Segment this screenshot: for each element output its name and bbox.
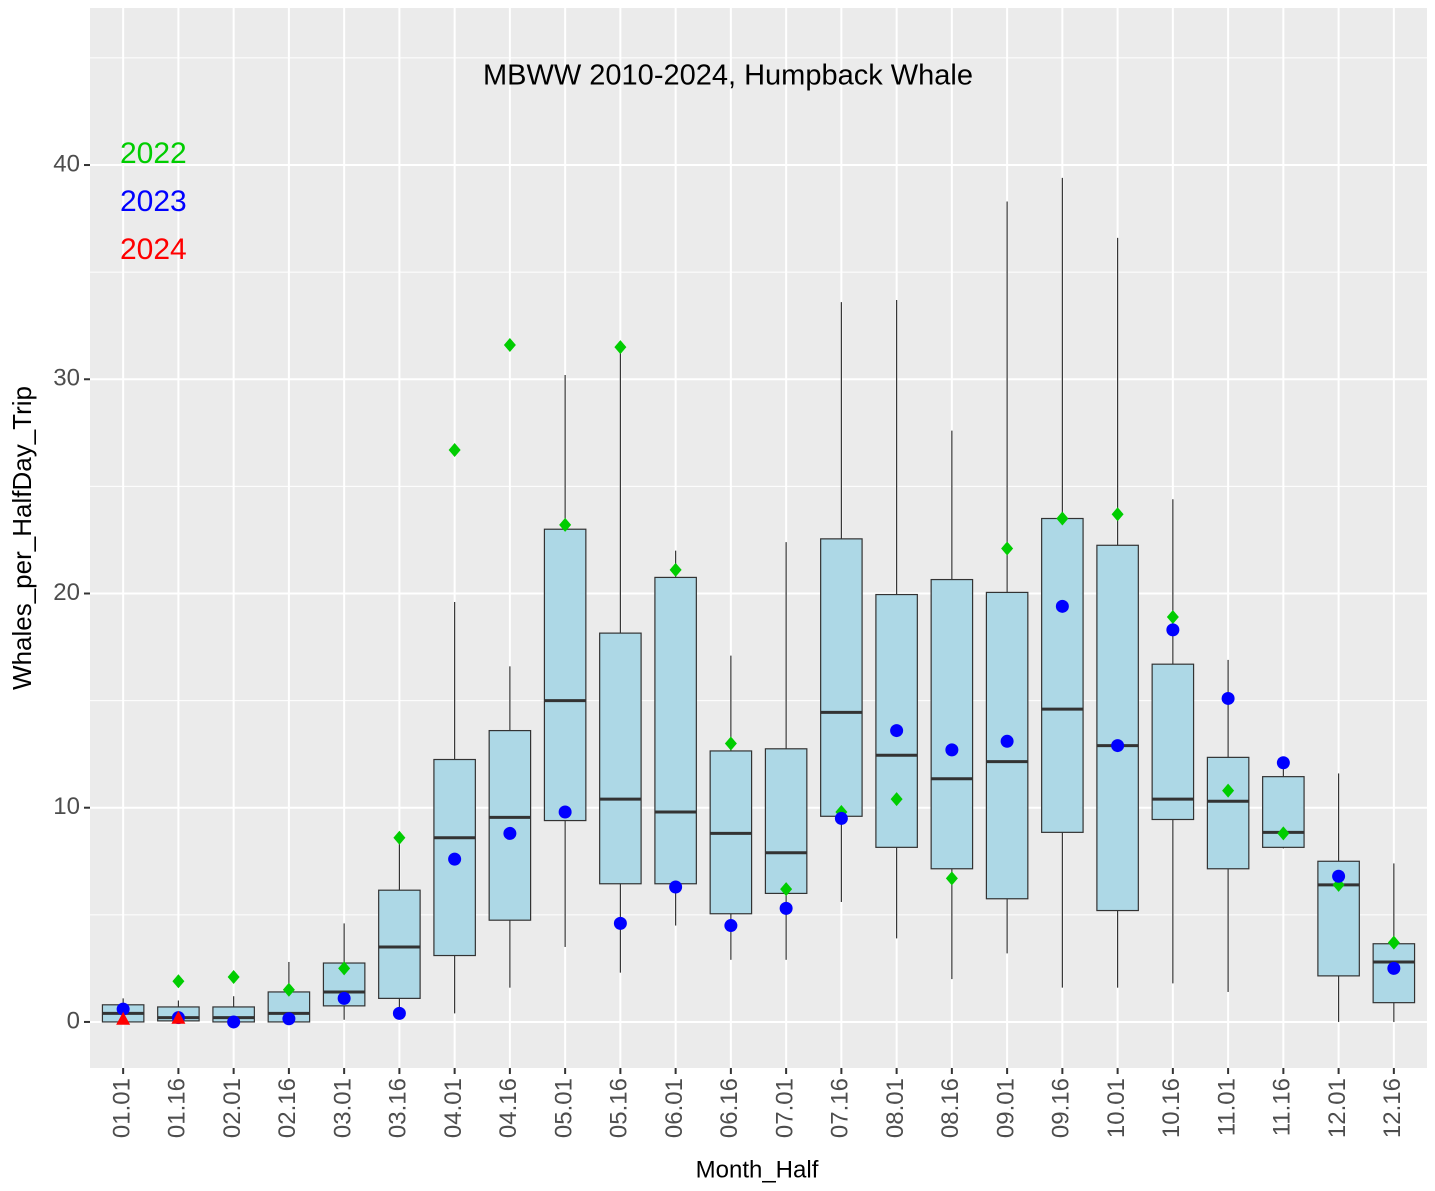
box (1151, 663, 1195, 821)
point (1055, 599, 1069, 613)
point (1332, 869, 1346, 883)
box (599, 632, 642, 885)
point (1166, 623, 1180, 637)
plot (101, 177, 1416, 1029)
x-tick-label: 11.01 (1213, 1078, 1240, 1136)
y-tick-label: 10 (53, 793, 80, 820)
point (503, 826, 517, 840)
panel (90, 8, 1427, 1068)
point-2022 (1222, 783, 1235, 798)
x-tick-label: 03.01 (329, 1078, 356, 1138)
point-2022 (503, 337, 516, 352)
point-2022 (614, 340, 627, 355)
chart-title: MBWW 2010-2024, Humpback Whale (483, 60, 973, 92)
point-2022 (448, 442, 461, 457)
x-tick-label: 10.16 (1158, 1078, 1185, 1138)
point (227, 1015, 241, 1029)
box (543, 528, 587, 822)
point (1387, 961, 1401, 975)
point (945, 743, 959, 757)
x-tick-label: 05.01 (550, 1078, 577, 1138)
point (1276, 756, 1290, 770)
point (669, 880, 683, 894)
point (890, 724, 904, 738)
y-tick-label: 0 (67, 1007, 80, 1034)
x-tick-label: 04.16 (495, 1078, 522, 1138)
point-2022 (724, 736, 737, 751)
y-tick-label: 20 (53, 579, 80, 606)
box (875, 593, 918, 848)
x-axis-title: Month_Half (696, 1156, 819, 1183)
point-2022 (393, 830, 406, 845)
x-tick-label: 07.16 (827, 1078, 854, 1138)
point-2022 (1277, 826, 1290, 841)
point (613, 916, 627, 930)
box (1206, 756, 1250, 870)
box (930, 578, 974, 870)
x-tick-label: 12.01 (1324, 1078, 1351, 1138)
point-2022 (780, 882, 793, 897)
point (116, 1002, 130, 1016)
box (488, 729, 532, 921)
legend-entry: 2024 (120, 233, 187, 266)
point-2022 (1001, 541, 1014, 556)
point-2022 (338, 961, 351, 976)
y-tick-label: 40 (53, 150, 80, 177)
point (558, 805, 572, 819)
legend-entry: 2023 (120, 185, 187, 218)
x-tick-label: 06.01 (661, 1078, 688, 1138)
point (392, 1006, 406, 1020)
y-tick-label: 30 (53, 365, 80, 392)
point (116, 1011, 131, 1025)
x-tick-label: 10.01 (1103, 1078, 1130, 1138)
point-2022 (559, 517, 572, 532)
x-tick-label: 12.16 (1379, 1078, 1406, 1138)
x-tick-label: 04.01 (440, 1078, 467, 1138)
point-2022 (1166, 610, 1179, 625)
point (724, 919, 738, 933)
box (1096, 544, 1139, 912)
box (820, 538, 863, 817)
point (1111, 739, 1125, 753)
point-2022 (172, 974, 185, 989)
point (171, 1010, 186, 1024)
x-tick-label: 07.01 (771, 1078, 798, 1138)
point-2022 (282, 982, 295, 997)
box (1041, 517, 1084, 833)
x-tick-label: 02.16 (274, 1078, 301, 1138)
point-2022 (1056, 511, 1069, 526)
box (654, 576, 697, 885)
point-2022 (945, 871, 958, 886)
point-2022 (669, 562, 682, 577)
point (834, 811, 848, 825)
x-tick-label: 11.16 (1269, 1078, 1296, 1136)
x-tick-label: 03.16 (385, 1078, 412, 1138)
x-tick-label: 08.16 (937, 1078, 964, 1138)
x-tick-label: 01.16 (164, 1078, 191, 1138)
point (282, 1012, 296, 1026)
point-2022 (1111, 507, 1124, 522)
x-tick-label: 09.01 (992, 1078, 1019, 1138)
point (1221, 691, 1235, 705)
legend-entry: 2022 (120, 137, 187, 170)
point (448, 852, 462, 866)
y-axis-title: Whales_per_HalfDay_Trip (7, 386, 37, 690)
point-2022 (890, 792, 903, 807)
point-2022 (1387, 935, 1400, 950)
x-tick-label: 06.16 (716, 1078, 743, 1138)
point (337, 991, 351, 1005)
box (378, 889, 421, 999)
x-tick-label: 09.16 (1048, 1078, 1075, 1138)
box (764, 748, 808, 895)
point-2022 (227, 969, 240, 984)
point (779, 901, 793, 915)
point (1000, 734, 1014, 748)
x-tick-label: 01.01 (108, 1078, 135, 1138)
x-tick-label: 05.16 (606, 1078, 633, 1138)
x-tick-label: 08.01 (882, 1078, 909, 1138)
x-tick-label: 02.01 (219, 1078, 246, 1138)
